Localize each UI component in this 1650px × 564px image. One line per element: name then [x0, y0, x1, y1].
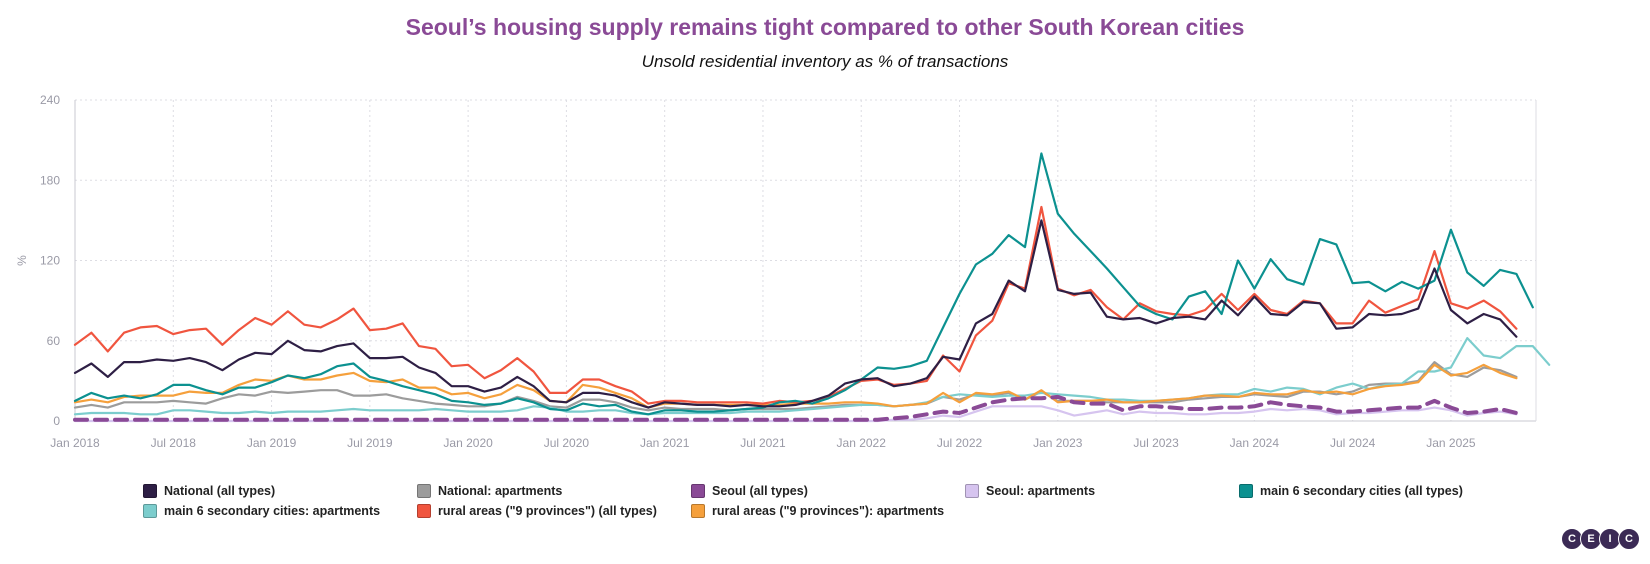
legend-label: National (all types) [164, 484, 276, 498]
legend-label: rural areas ("9 provinces") (all types) [438, 504, 657, 518]
x-tick-label: Jan 2019 [247, 436, 297, 450]
legend-label: main 6 secondary cities (all types) [1260, 484, 1463, 498]
chart-subtitle: Unsold residential inventory as % of tra… [641, 52, 1009, 71]
y-tick-label: 180 [40, 173, 60, 187]
legend-swatch [1239, 484, 1253, 498]
x-tick-label: Jul 2019 [347, 436, 393, 450]
series-line-1 [73, 361, 1518, 412]
line-chart: 0 60 120 180 240 Jan 2018 Jul 2018 Jan 2019 Jul … [15, 93, 1551, 450]
series-line-2 [73, 394, 1519, 422]
legend-label: National: apartments [438, 484, 563, 498]
legend-item[interactable]: National (all types) [143, 484, 275, 498]
legend-label: Seoul: apartments [986, 484, 1096, 498]
series-layer [73, 152, 1551, 423]
x-tick-label: Jan 2025 [1426, 436, 1476, 450]
series-line-4 [73, 152, 1534, 416]
x-tick-label: Jan 2020 [443, 436, 493, 450]
legend-item[interactable]: National: apartments [417, 484, 562, 498]
legend-swatch [691, 504, 705, 518]
series-line-0 [73, 219, 1518, 409]
legend-swatch [143, 504, 157, 518]
legend-label: main 6 secondary cities: apartments [164, 504, 381, 518]
legend-label: Seoul (all types) [712, 484, 808, 498]
y-tick-label: 120 [40, 254, 60, 268]
logo-letter: E [1580, 528, 1602, 550]
legend-item[interactable]: rural areas ("9 provinces") (all types) [417, 504, 657, 518]
x-tick-label: Jan 2024 [1230, 436, 1280, 450]
legend-swatch [417, 504, 431, 518]
logo-letter: C [1618, 528, 1640, 550]
series-line-5 [73, 337, 1551, 416]
x-tick-label: Jan 2022 [837, 436, 887, 450]
legend-item[interactable]: main 6 secondary cities: apartments [143, 504, 380, 518]
x-tick-label: Jul 2023 [1133, 436, 1179, 450]
legend-label: rural areas ("9 provinces"): apartments [712, 504, 945, 518]
x-tick-label: Jul 2021 [740, 436, 786, 450]
x-tick-label: Jan 2018 [50, 436, 100, 450]
x-tick-label: Jan 2023 [1033, 436, 1083, 450]
legend-item[interactable]: main 6 secondary cities (all types) [1239, 484, 1463, 498]
series-line-7 [73, 363, 1518, 409]
x-tick-label: Jul 2018 [151, 436, 197, 450]
legend-item[interactable]: Seoul (all types) [691, 484, 808, 498]
series-line-6 [73, 205, 1518, 405]
y-axis-label: % [15, 255, 29, 266]
legend-swatch [691, 484, 705, 498]
legend-item[interactable]: rural areas ("9 provinces"): apartments [691, 504, 944, 518]
legend-swatch [417, 484, 431, 498]
legend-swatch [965, 484, 979, 498]
y-tick-label: 240 [40, 93, 60, 107]
x-tick-label: Jul 2024 [1330, 436, 1376, 450]
y-tick-label: 60 [47, 334, 61, 348]
x-tick-label: Jul 2022 [937, 436, 983, 450]
legend-item[interactable]: Seoul: apartments [965, 484, 1095, 498]
grid-lines [75, 99, 1536, 421]
chart-axes: 0 60 120 180 240 Jan 2018 Jul 2018 Jan 2019 Jul … [40, 93, 1537, 450]
chart-title: Seoul’s housing supply remains tight com… [405, 14, 1245, 40]
legend-swatch [143, 484, 157, 498]
x-tick-label: Jan 2021 [640, 436, 690, 450]
y-tick-label: 0 [53, 414, 60, 428]
x-tick-label: Jul 2020 [544, 436, 590, 450]
